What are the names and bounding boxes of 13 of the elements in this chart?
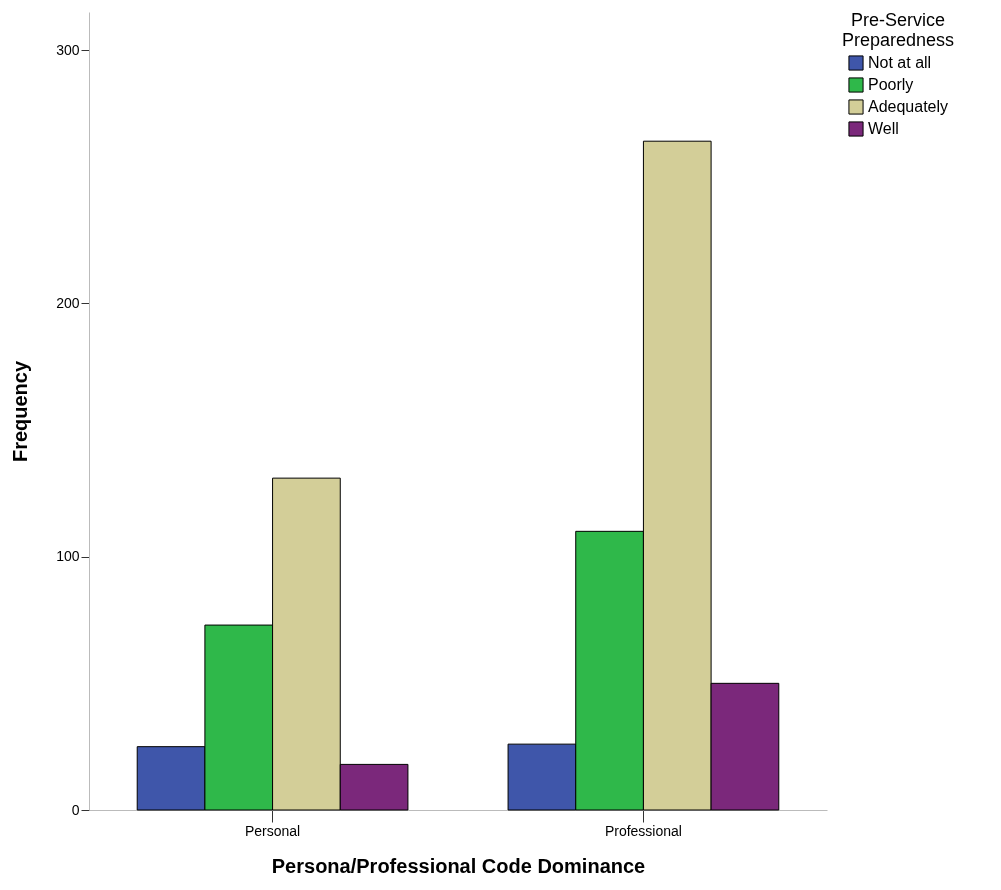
- x-axis-title: Persona/Professional Code Dominance: [271, 854, 646, 877]
- legend-title: Pre-Service Preparedness: [841, 10, 955, 50]
- legend-label: Poorly: [868, 76, 914, 93]
- legend-label: Not at all: [868, 54, 932, 71]
- y-axis-title: Frequency: [9, 360, 32, 463]
- x-tick-label: Professional: [604, 822, 682, 839]
- y-tick-label: 0: [71, 801, 80, 818]
- y-tick-label: 300: [56, 41, 80, 58]
- y-tick-label: 100: [56, 548, 80, 565]
- legend-label: Adequately: [868, 98, 949, 115]
- y-tick-label: 200: [56, 294, 80, 311]
- legend-label: Well: [868, 120, 899, 137]
- x-tick-label: Personal: [244, 822, 301, 839]
